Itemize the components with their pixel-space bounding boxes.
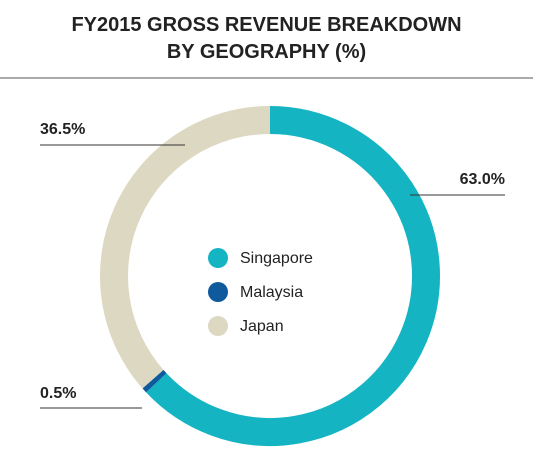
legend-label: Japan (240, 318, 284, 335)
legend-label: Singapore (240, 250, 313, 267)
chart-title: FY2015 GROSS REVENUE BREAKDOWN BY GEOGRA… (71, 14, 462, 63)
legend-swatch (208, 316, 228, 336)
data-label: 36.5% (40, 121, 85, 138)
legend-swatch (208, 282, 228, 302)
donut-segment (142, 369, 167, 393)
donut-segment (100, 106, 271, 389)
data-label: 0.5% (40, 385, 76, 402)
data-label: 63.0% (460, 171, 505, 188)
legend-swatch (208, 248, 228, 268)
donut-segment (146, 106, 440, 446)
legend-label: Malaysia (240, 284, 303, 301)
